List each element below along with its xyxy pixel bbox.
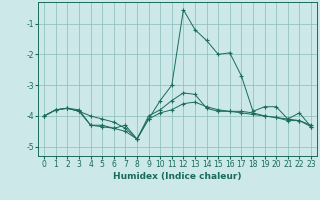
X-axis label: Humidex (Indice chaleur): Humidex (Indice chaleur) bbox=[113, 172, 242, 181]
